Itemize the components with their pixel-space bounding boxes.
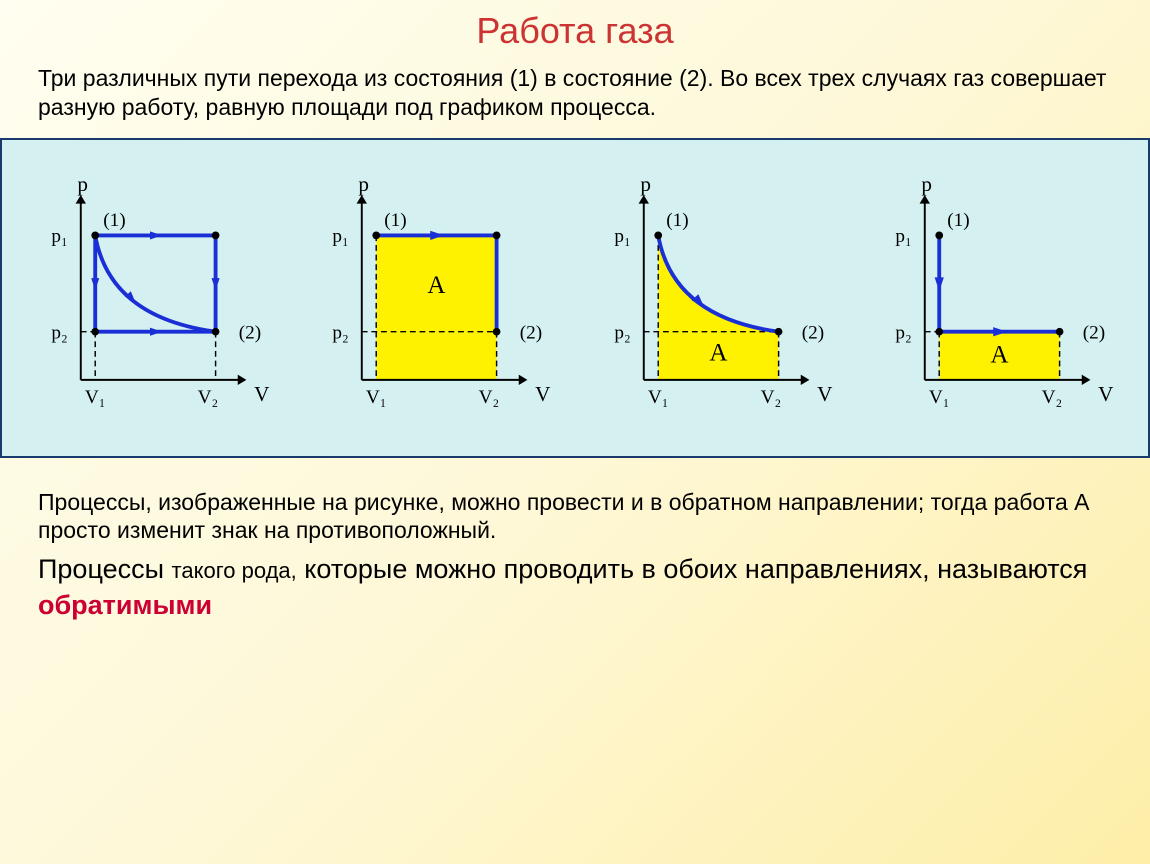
- bottom-text: Процессы, изображенные на рисунке, можно…: [20, 458, 1130, 624]
- svg-text:p₁: p₁: [333, 226, 349, 247]
- svg-text:A: A: [709, 339, 727, 366]
- intro-text: Три различных пути перехода из состояния…: [20, 64, 1130, 122]
- svg-text:V₂: V₂: [197, 386, 218, 407]
- svg-text:p₁: p₁: [614, 226, 630, 247]
- svg-text:V: V: [1098, 382, 1114, 406]
- svg-text:V₂: V₂: [1042, 386, 1063, 407]
- svg-text:(1): (1): [666, 209, 688, 230]
- svg-text:V₁: V₁: [85, 386, 106, 407]
- note-text: Процессы, изображенные на рисунке, можно…: [38, 488, 1112, 546]
- svg-text:A: A: [991, 341, 1009, 368]
- svg-text:V₁: V₁: [366, 386, 387, 407]
- svg-text:(2): (2): [238, 322, 260, 343]
- svg-text:p: p: [359, 172, 370, 196]
- svg-text:V: V: [817, 382, 833, 406]
- chart-3: p Vp₁ p₂ V₁ V₂ (1) (2) A: [586, 168, 846, 428]
- svg-text:(1): (1): [948, 209, 970, 230]
- svg-text:(2): (2): [1083, 322, 1105, 343]
- svg-text:p₂: p₂: [51, 322, 67, 343]
- svg-text:p: p: [77, 172, 88, 196]
- svg-text:p₁: p₁: [896, 226, 912, 247]
- svg-text:V₁: V₁: [929, 386, 950, 407]
- svg-text:p₁: p₁: [51, 226, 67, 247]
- page-title: Работа газа: [20, 10, 1130, 52]
- svg-text:p₂: p₂: [896, 322, 912, 343]
- svg-text:(2): (2): [801, 322, 823, 343]
- svg-text:(2): (2): [520, 322, 542, 343]
- svg-text:(1): (1): [103, 209, 125, 230]
- svg-text:V: V: [254, 382, 270, 406]
- svg-text:p: p: [922, 172, 933, 196]
- conclusion-text: Процессы такого рода, которые можно пров…: [38, 551, 1112, 624]
- chart-1: p Vp₁ p₂ V₁ V₂ (1) (2): [23, 168, 283, 428]
- svg-text:A: A: [428, 272, 446, 299]
- chart-2: p Vp₁ p₂ V₁ V₂ (1) (2) A: [304, 168, 564, 428]
- svg-text:V₂: V₂: [479, 386, 500, 407]
- svg-text:p: p: [640, 172, 651, 196]
- svg-text:V₁: V₁: [648, 386, 669, 407]
- svg-text:p₂: p₂: [333, 322, 349, 343]
- charts-panel: pVp₁p₂V₁V₂(1)(2) pVp₁p₂V₁V₂(1)(2)A pVp₁p…: [0, 138, 1150, 458]
- svg-text:p₂: p₂: [614, 322, 630, 343]
- chart-4: p Vp₁ p₂ V₁ V₂ (1) (2) A: [867, 168, 1127, 428]
- svg-text:V₂: V₂: [760, 386, 781, 407]
- svg-text:V: V: [535, 382, 551, 406]
- svg-text:(1): (1): [385, 209, 407, 230]
